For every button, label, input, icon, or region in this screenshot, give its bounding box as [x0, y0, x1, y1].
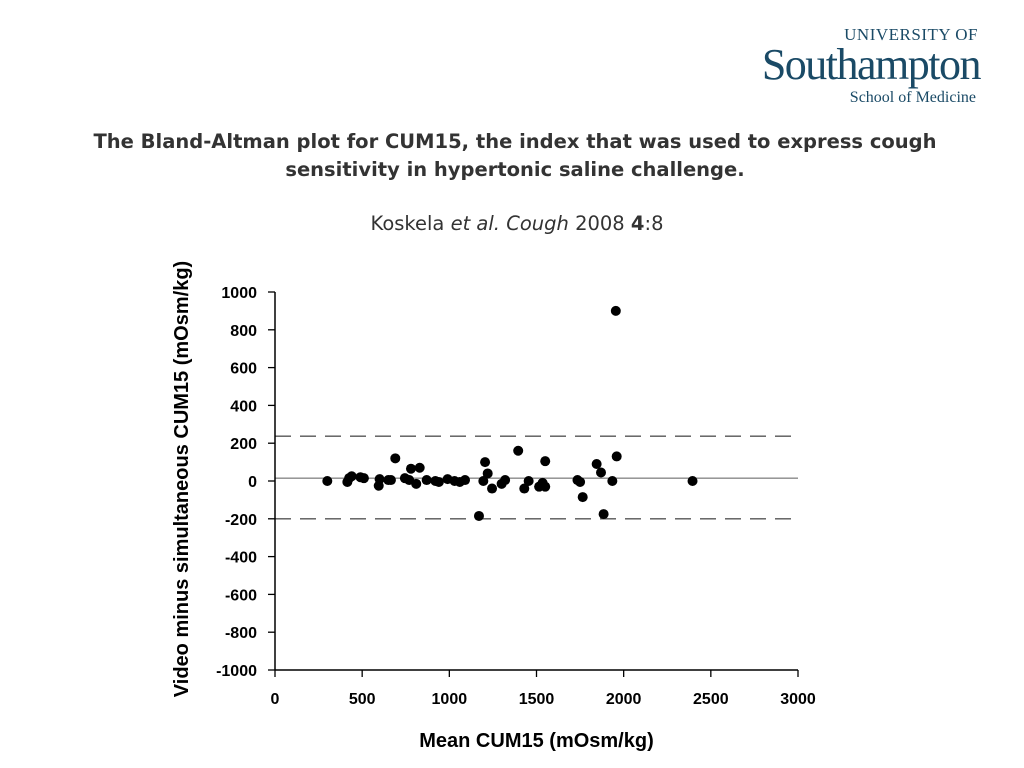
data-point — [577, 492, 588, 503]
x-tick-label: 3000 — [780, 691, 816, 708]
data-points — [322, 305, 698, 521]
x-tick-label: 2000 — [606, 691, 642, 708]
citation-journal: Cough — [506, 212, 569, 235]
x-tick-label: 500 — [349, 691, 376, 708]
data-point — [411, 478, 422, 489]
data-point — [374, 474, 385, 485]
y-tick-label: -800 — [225, 625, 257, 642]
data-point — [322, 476, 333, 486]
data-point — [607, 476, 618, 486]
data-point — [610, 305, 621, 316]
data-point — [414, 462, 425, 473]
data-point — [478, 476, 489, 486]
y-tick-label: 0 — [248, 474, 257, 491]
y-tick-label: 400 — [230, 398, 257, 415]
data-point — [358, 473, 369, 484]
slide-title: The Bland-Altman plot for CUM15, the ind… — [93, 130, 937, 181]
data-point — [575, 476, 586, 487]
y-tick-label: 1000 — [221, 285, 257, 302]
x-tick-label: 0 — [271, 691, 280, 708]
data-point — [591, 458, 602, 469]
data-point — [540, 481, 551, 492]
citation-etal: et al. — [450, 212, 501, 235]
axes: -1000 -800 -600 -400 -200 0 200 400 600 800 1000 0 5… — [216, 285, 816, 708]
data-point — [523, 476, 534, 486]
logo-southampton: Southampton — [761, 40, 982, 89]
data-point — [687, 476, 698, 486]
y-tick-label: 600 — [230, 361, 257, 378]
x-axis-label: Mean CUM15 (mOsm/kg) — [419, 730, 654, 752]
logo-school-of-medicine: School of Medicine — [849, 89, 976, 106]
data-point — [346, 471, 357, 482]
data-point — [519, 483, 530, 494]
y-tick-label: 800 — [230, 323, 257, 340]
data-point — [487, 483, 498, 494]
x-tick-label: 2500 — [693, 691, 729, 708]
data-point — [460, 475, 471, 486]
citation-author: Koskela — [370, 212, 445, 235]
citation: Koskela et al. Cough 2008 4:8 — [0, 212, 1024, 235]
data-point — [480, 457, 491, 468]
data-point — [473, 510, 484, 521]
data-point — [513, 445, 524, 456]
data-point — [390, 453, 401, 464]
data-point — [482, 468, 493, 479]
data-point — [433, 476, 444, 487]
data-point — [540, 456, 551, 467]
citation-year: 2008 — [575, 212, 625, 235]
data-point — [421, 475, 432, 486]
university-logo: UNIVERSITY OF Southampton School of Medi… — [730, 25, 982, 110]
citation-volume: 4 — [630, 212, 645, 235]
logo-university-of: UNIVERSITY OF — [844, 25, 978, 44]
x-tick-label: 1000 — [432, 691, 468, 708]
data-point — [385, 475, 396, 486]
y-tick-label: -200 — [225, 512, 257, 529]
y-tick-label: -600 — [225, 587, 257, 604]
data-point — [405, 463, 416, 474]
y-axis-label: Video minus simultaneous CUM15 (mOsm/kg) — [171, 261, 193, 697]
data-point — [596, 467, 607, 478]
data-point — [500, 475, 511, 486]
citation-article: :8 — [644, 212, 664, 235]
y-tick-label: -1000 — [216, 663, 257, 680]
data-point — [611, 451, 622, 462]
y-tick-label: -400 — [225, 550, 257, 567]
x-tick-label: 1500 — [519, 691, 555, 708]
data-point — [598, 509, 609, 520]
y-tick-label: 200 — [230, 436, 257, 453]
